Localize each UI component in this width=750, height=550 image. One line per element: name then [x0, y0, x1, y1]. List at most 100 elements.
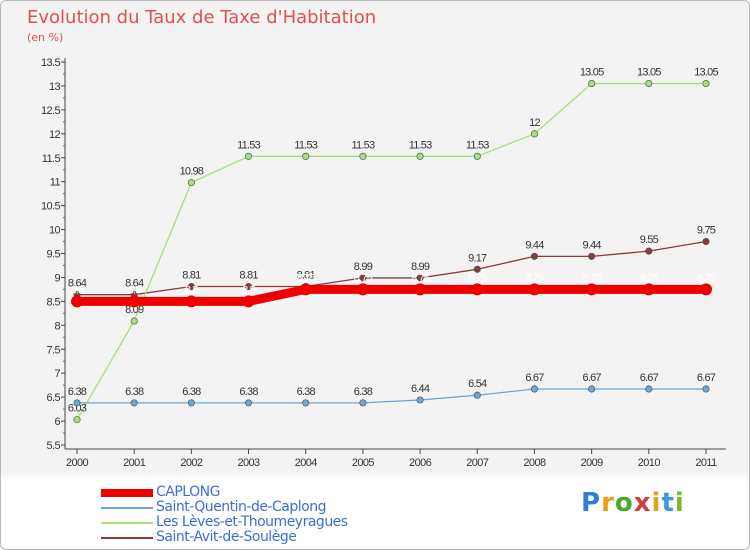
data-label: 8.75 [583, 272, 602, 284]
data-label: 6.67 [697, 372, 716, 384]
data-point [187, 282, 195, 291]
data-point [356, 283, 369, 296]
data-label: 6.54 [468, 378, 487, 390]
data-label: 8.64 [68, 278, 87, 290]
data-label: 8.75 [354, 272, 373, 284]
data-point [187, 179, 195, 187]
legend-swatch [101, 522, 153, 524]
proxiti-logo: Proxiti [581, 488, 685, 518]
data-label: 13.05 [637, 67, 661, 79]
data-label: 8.81 [297, 270, 316, 282]
data-label: 11.53 [294, 139, 317, 151]
y-tick-label: 8 [54, 320, 60, 332]
chart-subtitle: (en %) [27, 31, 64, 44]
y-tick-label: 7 [54, 368, 60, 380]
data-point [473, 152, 481, 160]
data-point [588, 385, 596, 393]
data-point [244, 282, 253, 291]
data-label: 8.75 [468, 272, 487, 284]
data-point [128, 295, 141, 308]
legend-label: Saint-Avit-de-Soulège [156, 529, 297, 545]
data-point [130, 317, 138, 325]
data-point [585, 283, 598, 296]
data-point [702, 237, 710, 246]
data-label: 9.75 [697, 225, 716, 237]
logo-letter: P [581, 488, 602, 518]
x-tick-label: 2004 [295, 457, 318, 469]
legend-label: Les Lèves-et-Thoumeyragues [156, 514, 348, 530]
data-point [416, 396, 424, 404]
data-label: 8.64 [125, 278, 144, 290]
data-point [530, 252, 539, 260]
data-label: 8.75 [525, 272, 544, 284]
data-point [414, 283, 427, 296]
y-tick-label: 10.5 [41, 201, 60, 213]
data-label: 9.44 [525, 239, 544, 251]
data-label: 8.99 [354, 261, 373, 273]
y-tick-label: 6.5 [47, 392, 61, 404]
data-label: 6.38 [239, 386, 258, 398]
data-label: 8.99 [411, 261, 430, 273]
data-label: 6.67 [640, 372, 659, 384]
y-tick-label: 10 [49, 225, 61, 237]
series-1: 6.38 6.38 6.38 6.38 6.38 6.38 6.44 6.54 6.67 6.67… [68, 372, 717, 407]
y-tick-label: 6 [54, 416, 60, 428]
data-point [185, 295, 198, 308]
y-tick-label: 5.5 [47, 440, 61, 452]
x-tick-label: 2011 [695, 457, 717, 469]
data-point [645, 385, 653, 393]
logo-letter: i [674, 488, 685, 518]
x-tick-label: 2003 [238, 457, 261, 469]
data-label: 8.75 [697, 272, 716, 284]
data-label: 11.53 [237, 139, 260, 151]
y-tick-label: 11 [50, 177, 61, 189]
data-point [302, 152, 310, 160]
data-label: 6.44 [411, 383, 430, 395]
data-label: 8.75 [297, 272, 316, 284]
y-tick-label: 8.5 [47, 296, 61, 308]
logo-letter: o [614, 488, 634, 518]
data-point [702, 79, 710, 88]
data-label: 9.17 [468, 252, 487, 264]
data-point [71, 295, 83, 308]
data-point [73, 399, 81, 407]
data-point [359, 274, 367, 282]
series-0: 8.5 8.5 8.5 8.5 8.75 8.75 8.75 8.75 8.75 8.75 8.75… [71, 272, 717, 308]
data-label: 8.81 [182, 270, 201, 282]
data-point [244, 399, 253, 407]
x-tick-label: 2002 [180, 457, 203, 469]
data-label: 8.09 [125, 304, 144, 316]
data-point [416, 274, 424, 282]
data-label: 11.53 [466, 139, 489, 151]
data-label: 6.38 [297, 386, 316, 398]
y-tick-label: 11.5 [42, 153, 61, 165]
data-point [530, 130, 539, 138]
data-point [645, 247, 653, 255]
data-label: 8.75 [411, 272, 430, 284]
data-point [359, 152, 367, 160]
data-label: 8.5 [185, 284, 199, 296]
data-label: 6.67 [525, 372, 544, 384]
y-tick-label: 13.5 [41, 57, 60, 69]
data-point [416, 152, 424, 160]
series-line [77, 388, 706, 404]
data-point [244, 152, 253, 160]
legend-swatch [101, 507, 153, 509]
series-3: 8.64 8.64 8.81 8.81 8.81 8.99 8.99 9.17 9.44 9.44… [68, 225, 717, 299]
y-tick-label: 9 [54, 272, 60, 284]
chart-title: Evolution du Taux de Taxe d'Habitation [27, 7, 377, 28]
data-label: 13.05 [694, 67, 718, 79]
y-tick-label: 12 [49, 129, 61, 141]
data-label: 11.53 [352, 139, 375, 151]
data-point [299, 283, 312, 296]
data-point [473, 391, 481, 399]
data-label: 8.5 [242, 284, 256, 296]
legend-swatch [101, 537, 153, 539]
x-tick-label: 2000 [66, 457, 89, 469]
logo-letter: x [633, 488, 652, 518]
data-point [645, 79, 653, 88]
data-label: 6.38 [68, 386, 87, 398]
y-tick-label: 12.5 [41, 105, 60, 117]
x-tick-label: 2005 [352, 457, 375, 469]
series-2: 6.03 8.09 10.98 11.53 11.53 11.53 11.53 11.53 12… [68, 67, 719, 424]
